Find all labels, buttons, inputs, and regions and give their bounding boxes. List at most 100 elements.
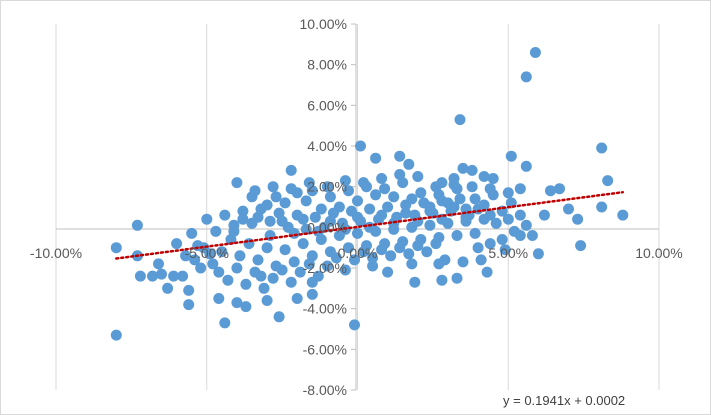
scatter-point bbox=[376, 173, 388, 184]
scatter-point bbox=[499, 244, 511, 256]
y-tick-label: -8.00% bbox=[303, 382, 347, 398]
scatter-point bbox=[207, 258, 219, 270]
x-tick-label: -5.00% bbox=[185, 245, 229, 261]
scatter-point bbox=[448, 173, 460, 184]
scatter-point bbox=[532, 248, 544, 260]
scatter-point bbox=[457, 162, 469, 174]
scatter-point bbox=[330, 252, 342, 264]
scatter-point bbox=[367, 260, 379, 272]
scatter-point bbox=[394, 242, 406, 254]
scatter-point bbox=[177, 270, 189, 282]
scatter-point bbox=[430, 181, 442, 193]
scatter-point bbox=[352, 211, 363, 223]
scatter-point bbox=[454, 193, 466, 205]
x-tick-label: -10.00% bbox=[30, 245, 82, 261]
scatter-point bbox=[421, 246, 433, 258]
scatter-point bbox=[370, 189, 382, 201]
scatter-point bbox=[358, 177, 369, 189]
scatter-point bbox=[602, 175, 614, 187]
scatter-point bbox=[451, 183, 463, 195]
scatter-point bbox=[285, 164, 297, 176]
scatter-point bbox=[321, 181, 333, 193]
y-tick-label: 8.00% bbox=[307, 57, 347, 73]
scatter-point bbox=[403, 158, 415, 170]
scatter-point bbox=[457, 256, 469, 268]
scatter-point bbox=[195, 262, 207, 274]
scatter-point bbox=[231, 177, 243, 189]
x-tick-label: 10.00% bbox=[635, 245, 682, 261]
scatter-point bbox=[189, 254, 201, 266]
scatter-point bbox=[490, 217, 502, 229]
scatter-point bbox=[406, 258, 418, 270]
scatter-point bbox=[297, 238, 309, 250]
scatter-point bbox=[545, 185, 556, 197]
scatter-point bbox=[412, 171, 424, 182]
scatter-point bbox=[349, 319, 360, 331]
scatter-point bbox=[219, 209, 231, 221]
data-points bbox=[110, 47, 629, 341]
scatter-point bbox=[201, 213, 213, 225]
scatter-point bbox=[466, 181, 478, 193]
scatter-point bbox=[520, 71, 532, 83]
scatter-point bbox=[234, 250, 246, 262]
scatter-point bbox=[448, 201, 460, 213]
scatter-point bbox=[370, 152, 382, 164]
scatter-point bbox=[358, 246, 369, 258]
scatter-point bbox=[303, 258, 315, 270]
scatter-point bbox=[153, 258, 164, 270]
y-tick-label: 4.00% bbox=[307, 138, 347, 154]
scatter-point bbox=[261, 242, 273, 254]
scatter-point bbox=[484, 238, 496, 250]
scatter-point bbox=[110, 329, 122, 341]
scatter-point bbox=[210, 225, 222, 237]
scatter-point bbox=[352, 227, 363, 239]
scatter-point bbox=[439, 254, 451, 266]
scatter-point bbox=[364, 203, 376, 215]
scatter-point bbox=[484, 209, 496, 221]
scatter-point bbox=[306, 288, 318, 300]
scatter-point bbox=[481, 266, 493, 278]
scatter-point bbox=[110, 242, 122, 254]
scatter-point bbox=[505, 150, 517, 162]
scatter-point bbox=[288, 256, 300, 268]
scatter-point bbox=[403, 248, 415, 260]
scatter-point bbox=[563, 203, 574, 215]
scatter-point bbox=[222, 274, 234, 286]
scatter-point bbox=[213, 266, 225, 278]
scatter-point bbox=[349, 254, 360, 266]
x-tick-label: 0.00% bbox=[338, 245, 378, 261]
scatter-point bbox=[279, 244, 291, 256]
scatter-point bbox=[321, 260, 333, 272]
scatter-point bbox=[364, 221, 376, 233]
scatter-point bbox=[343, 242, 354, 254]
scatter-point bbox=[237, 205, 249, 217]
scatter-point bbox=[231, 262, 243, 274]
scatter-point bbox=[183, 284, 195, 296]
scatter-point bbox=[415, 187, 427, 199]
scatter-point bbox=[324, 191, 336, 203]
scatter-point bbox=[472, 242, 484, 254]
scatter-point bbox=[300, 223, 312, 235]
scatter-point bbox=[460, 211, 472, 223]
scatter-point bbox=[454, 114, 466, 126]
scatter-point bbox=[180, 250, 192, 262]
scatter-point bbox=[300, 195, 312, 207]
scatter-point bbox=[352, 195, 363, 207]
scatter-point bbox=[514, 209, 526, 221]
scatter-point bbox=[186, 227, 198, 239]
scatter-point bbox=[156, 268, 167, 280]
scatter-point bbox=[617, 209, 629, 221]
scatter-point bbox=[285, 276, 297, 288]
scatter-point bbox=[204, 248, 216, 260]
y-tick-labels: 10.00% 8.00% 6.00% 4.00% 2.00% 0.00% -2.00% -4.… bbox=[300, 16, 347, 398]
scatter-point bbox=[291, 293, 303, 304]
scatter-point bbox=[424, 219, 436, 231]
scatter-point bbox=[216, 246, 228, 258]
scatter-point bbox=[339, 264, 351, 276]
scatter-point bbox=[252, 211, 264, 223]
scatter-point bbox=[596, 142, 608, 154]
scatter-point bbox=[303, 177, 315, 189]
y-tick-label: -4.00% bbox=[303, 301, 347, 317]
scatter-point bbox=[394, 169, 406, 180]
scatter-point bbox=[279, 197, 291, 209]
